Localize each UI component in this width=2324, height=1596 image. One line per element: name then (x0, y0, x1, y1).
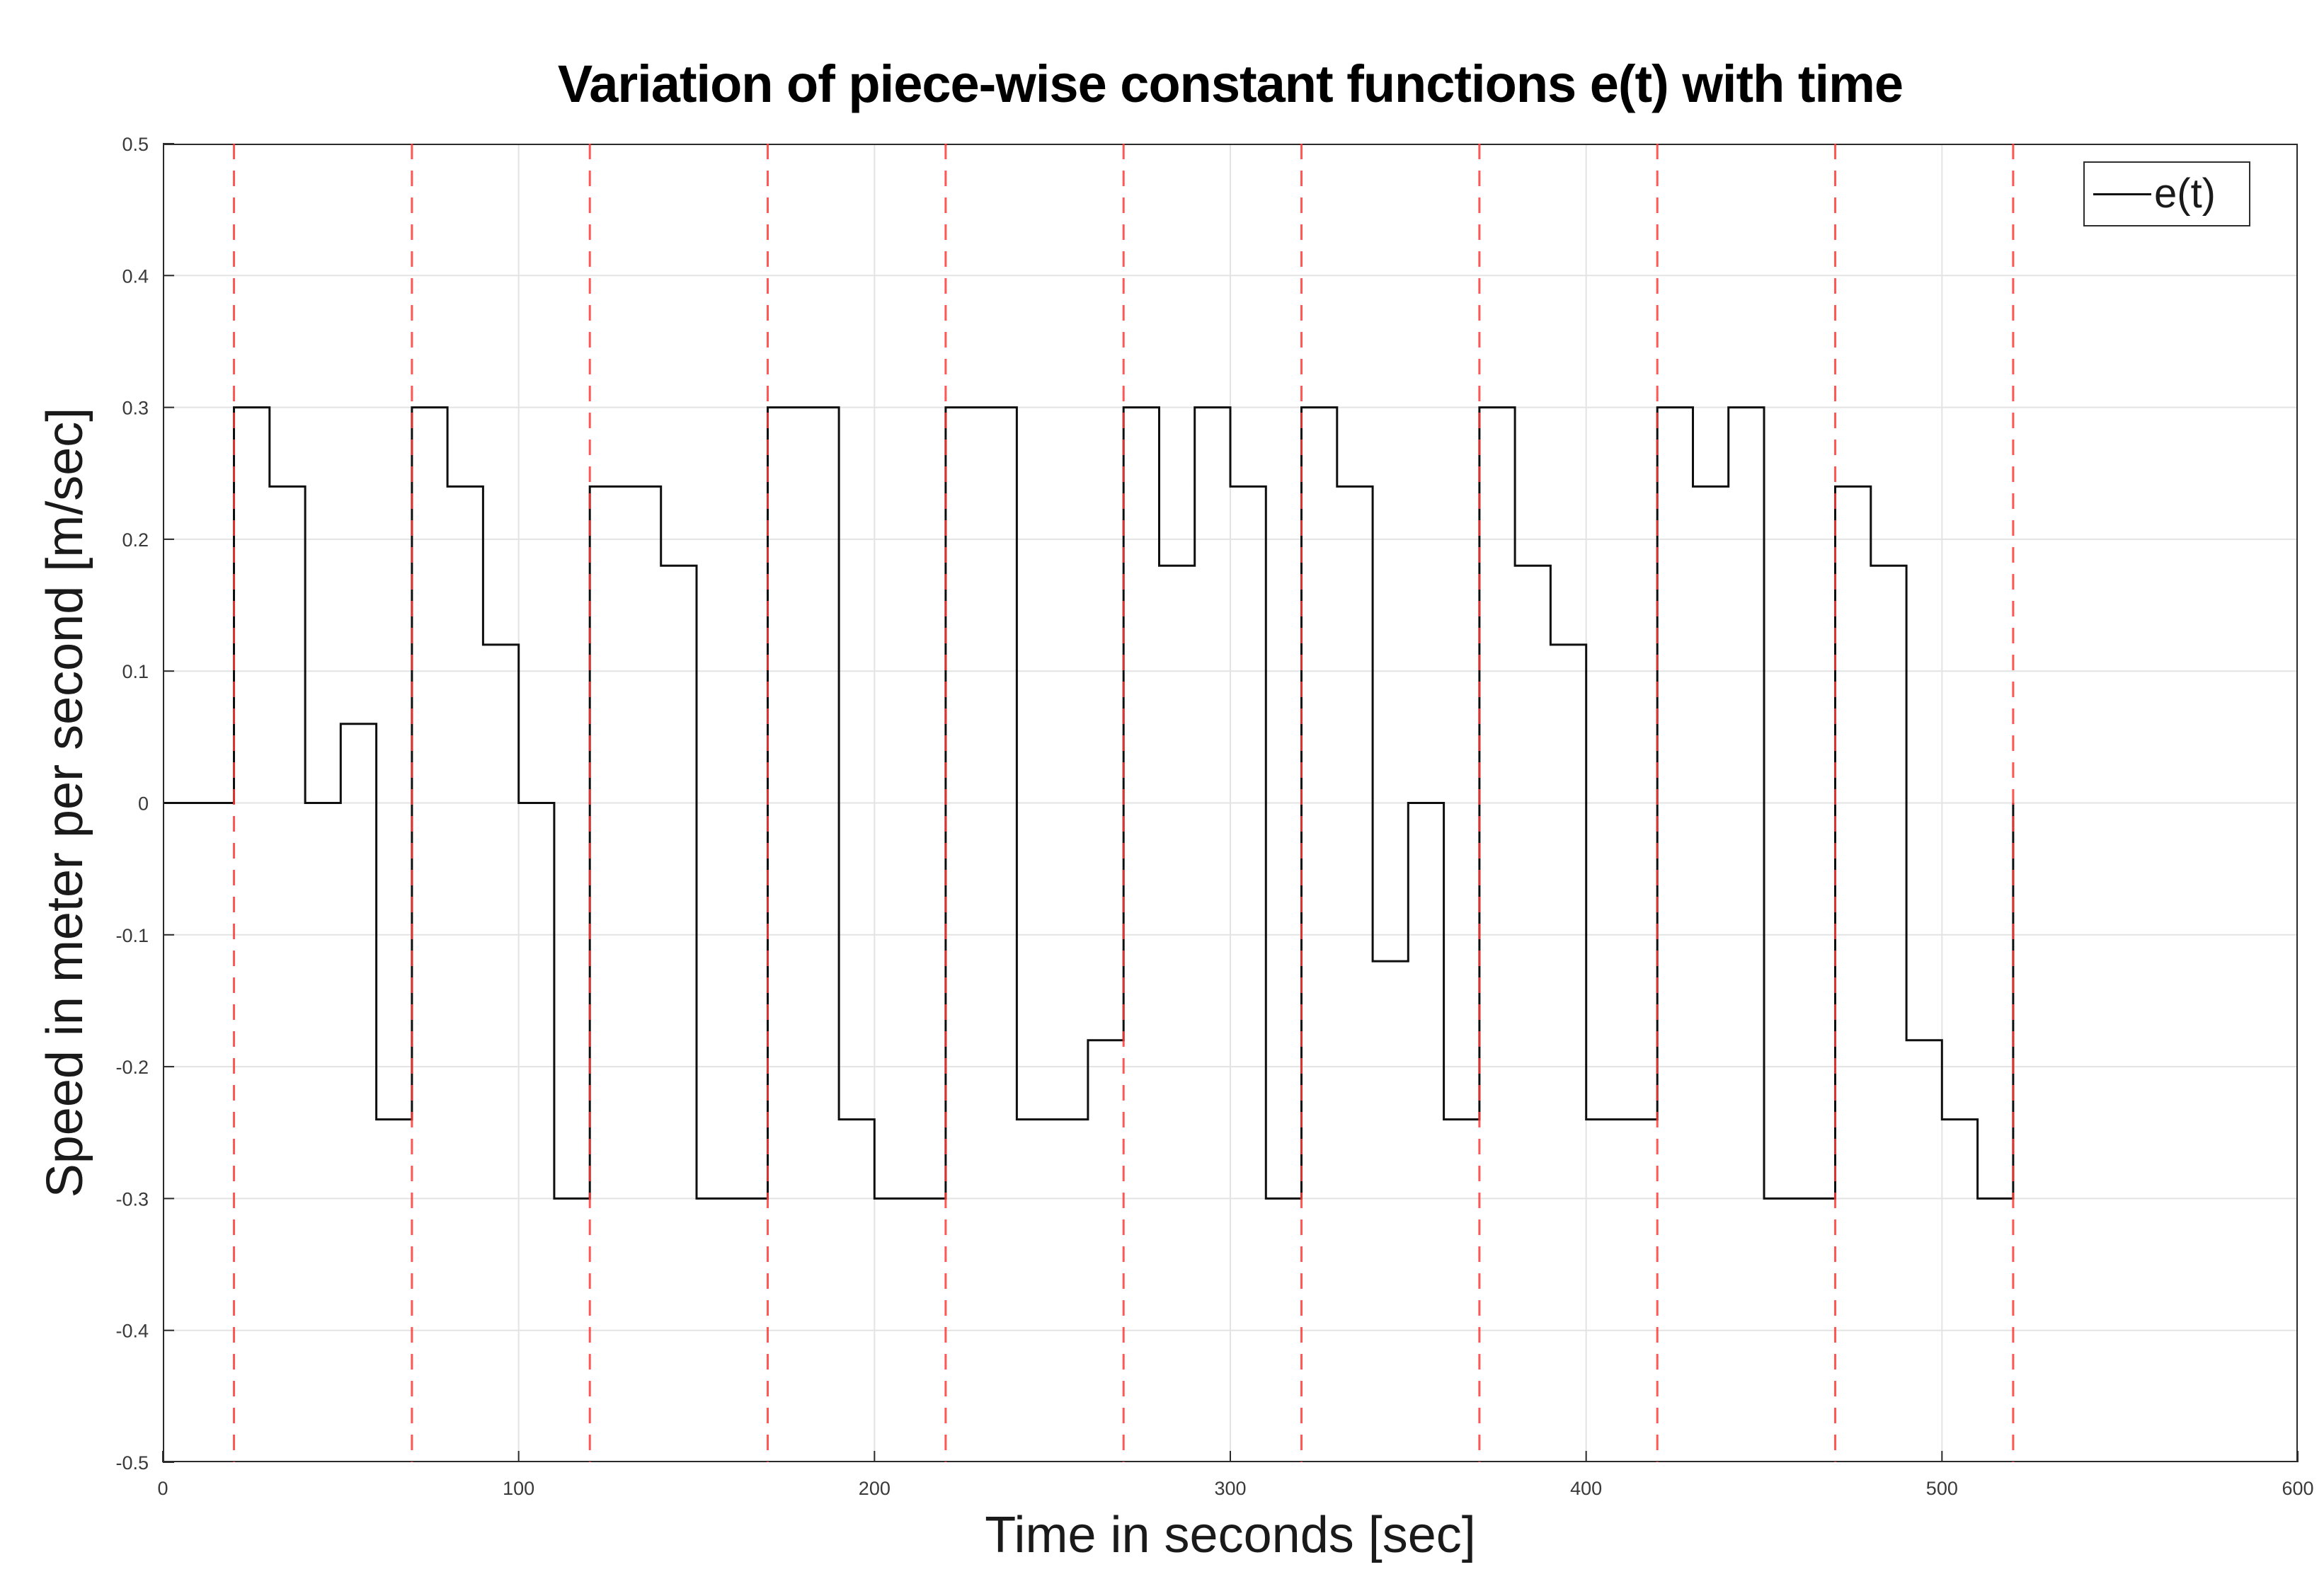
y-tick-label: -0.5 (115, 1452, 149, 1474)
legend-label: e(t) (2154, 171, 2216, 217)
plot-border (163, 144, 2298, 1462)
y-tick-label: 0.2 (122, 529, 149, 551)
x-tick-label: 300 (1214, 1478, 1246, 1499)
y-tick-label: -0.3 (115, 1188, 149, 1210)
legend: e(t) (2083, 161, 2250, 226)
y-tick-label: -0.1 (115, 925, 149, 946)
legend-line-icon (2093, 193, 2151, 195)
y-tick-label: 0.5 (122, 134, 149, 155)
series-e(t) (163, 406, 2015, 1200)
y-tick-label: 0.1 (122, 661, 149, 682)
plot-area: 0 100 200 300 400 500 600 0.5 0.4 0.3 0.2 0.1 0 -0.1 -… (115, 134, 2313, 1499)
chart-title: Variation of piece-wise constant functio… (557, 54, 1904, 113)
x-axis-label: Time in seconds [sec] (985, 1507, 1476, 1563)
x-tick-label: 100 (503, 1478, 534, 1499)
chart-canvas: 0 100 200 300 400 500 600 0.5 0.4 0.3 0.2 0.1 0 -0.1 -… (115, 134, 2313, 1499)
x-tick-label: 500 (1926, 1478, 1958, 1499)
y-axis-label: Speed in meter per second [m/sec] (37, 407, 93, 1198)
y-tick-label: 0.4 (122, 265, 149, 287)
y-tick-label: 0.3 (122, 398, 149, 419)
x-tick-label: 400 (1570, 1478, 1602, 1499)
y-tick-label: 0 (138, 793, 149, 815)
x-tick-label: 0 (157, 1478, 168, 1499)
x-tick-label: 200 (859, 1478, 891, 1499)
y-tick-label: -0.4 (115, 1321, 149, 1342)
y-tick-label: -0.2 (115, 1057, 149, 1078)
x-tick-label: 600 (2282, 1478, 2313, 1499)
